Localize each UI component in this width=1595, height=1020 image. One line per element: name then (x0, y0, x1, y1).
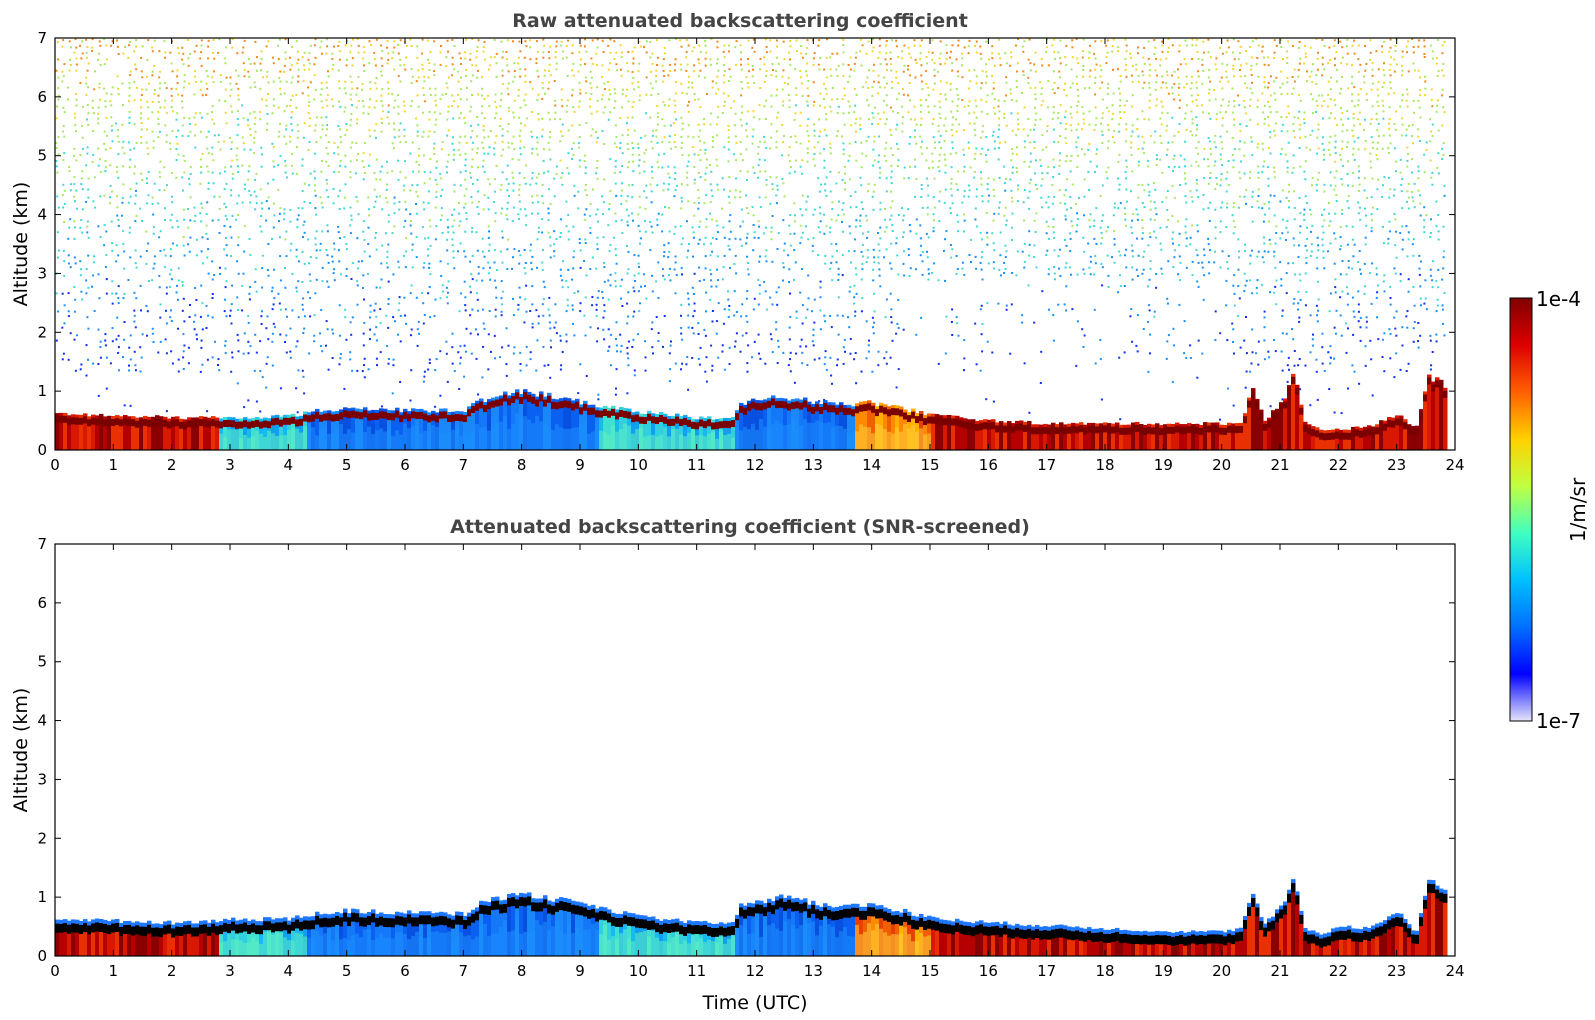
colorbar-max-label: 1e-4 (1536, 287, 1581, 311)
panel-2-title: Attenuated backscattering coefficient (S… (450, 516, 1030, 538)
x-tick-label: 17 (1037, 962, 1056, 980)
x-tick-label: 16 (979, 456, 998, 474)
panel-2-plot-area (55, 879, 1448, 956)
x-tick-label: 15 (920, 962, 939, 980)
y-tick-label: 4 (37, 712, 47, 730)
x-tick-label: 19 (1154, 456, 1173, 474)
y-tick-label: 2 (37, 829, 47, 847)
x-tick-label: 16 (979, 962, 998, 980)
x-tick-label: 1 (109, 456, 119, 474)
x-tick-label: 7 (459, 962, 469, 980)
x-tick-label: 20 (1212, 962, 1231, 980)
x-tick-label: 22 (1329, 456, 1348, 474)
x-tick-label: 21 (1270, 962, 1289, 980)
x-tick-label: 19 (1154, 962, 1173, 980)
colorbar-gradient (1509, 297, 1533, 722)
x-tick-label: 13 (804, 456, 823, 474)
x-tick-label: 3 (225, 456, 235, 474)
panel-2-xlabel: Time (UTC) (701, 992, 807, 1014)
x-tick-label: 1 (109, 962, 119, 980)
x-tick-label: 3 (225, 962, 235, 980)
x-tick-label: 5 (342, 456, 352, 474)
x-tick-label: 9 (575, 456, 585, 474)
x-tick-label: 17 (1037, 456, 1056, 474)
x-tick-label: 10 (629, 456, 648, 474)
x-tick-label: 7 (459, 456, 469, 474)
x-tick-label: 6 (400, 962, 410, 980)
y-tick-label: 7 (37, 29, 47, 47)
panel-1-plot-area (55, 38, 1448, 450)
y-tick-label: 0 (37, 947, 47, 965)
colorbar: 1e-4 1e-7 1/m/sr (1509, 287, 1590, 733)
x-tick-label: 5 (342, 962, 352, 980)
x-tick-label: 23 (1387, 962, 1406, 980)
panel-2-ylabel: Altitude (km) (10, 688, 32, 813)
x-tick-label: 9 (575, 962, 585, 980)
panel-2-frame (54, 543, 1456, 957)
y-tick-label: 4 (37, 206, 47, 224)
x-tick-label: 4 (284, 456, 294, 474)
y-tick-label: 0 (37, 441, 47, 459)
x-tick-label: 12 (745, 456, 764, 474)
y-tick-label: 3 (37, 264, 47, 282)
y-tick-label: 6 (37, 594, 47, 612)
x-tick-label: 21 (1270, 456, 1289, 474)
raw-backscatter-panel: Raw attenuated backscattering coefficien… (10, 10, 1465, 474)
x-tick-label: 2 (167, 962, 177, 980)
screened-backscatter-panel: Attenuated backscattering coefficient (S… (10, 516, 1465, 1014)
x-tick-label: 0 (50, 456, 60, 474)
x-tick-label: 15 (920, 456, 939, 474)
panel-1-ylabel: Altitude (km) (10, 182, 32, 307)
x-tick-label: 8 (517, 456, 527, 474)
x-tick-label: 10 (629, 962, 648, 980)
panel-1-ticks: 0 1 2 3 4 5 6 7 8 9 10 11 12 13 14 15 16 17 18 19 20 21 22 23 24… (37, 29, 1464, 474)
panel-1-title: Raw attenuated backscattering coefficien… (512, 10, 968, 32)
x-tick-label: 13 (804, 962, 823, 980)
y-tick-label: 6 (37, 88, 47, 106)
x-tick-label: 18 (1095, 962, 1114, 980)
x-tick-label: 24 (1445, 456, 1464, 474)
x-tick-label: 18 (1095, 456, 1114, 474)
x-tick-label: 2 (167, 456, 177, 474)
y-tick-label: 7 (37, 535, 47, 553)
y-tick-label: 1 (37, 382, 47, 400)
x-tick-label: 8 (517, 962, 527, 980)
x-tick-label: 4 (284, 962, 294, 980)
x-tick-label: 11 (687, 456, 706, 474)
y-tick-label: 3 (37, 770, 47, 788)
x-tick-label: 14 (862, 456, 881, 474)
x-tick-label: 24 (1445, 962, 1464, 980)
y-tick-label: 1 (37, 888, 47, 906)
y-tick-label: 2 (37, 323, 47, 341)
x-tick-label: 0 (50, 962, 60, 980)
panel-2-ticks: 0 1 2 3 4 5 6 7 8 9 10 11 12 13 14 15 16 17 18 19 20 21 22 23 24… (37, 535, 1464, 980)
y-tick-label: 5 (37, 147, 47, 165)
colorbar-min-label: 1e-7 (1536, 709, 1581, 733)
x-tick-label: 22 (1329, 962, 1348, 980)
colorbar-unit-label: 1/m/sr (1566, 477, 1590, 542)
x-tick-label: 20 (1212, 456, 1231, 474)
x-tick-label: 23 (1387, 456, 1406, 474)
x-tick-label: 6 (400, 456, 410, 474)
x-tick-label: 11 (687, 962, 706, 980)
y-tick-label: 5 (37, 653, 47, 671)
x-tick-label: 12 (745, 962, 764, 980)
x-tick-label: 14 (862, 962, 881, 980)
